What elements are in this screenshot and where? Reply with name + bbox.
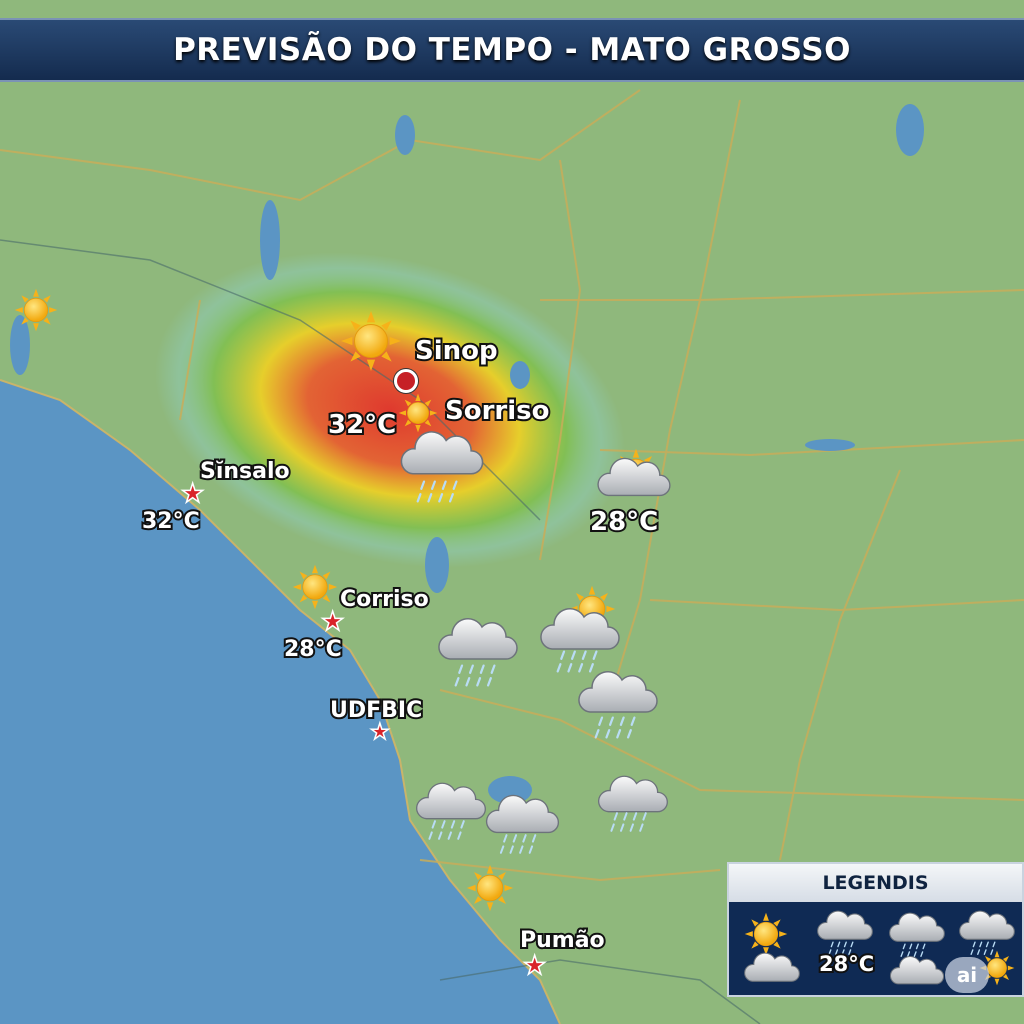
temp-sinsalo: 32°C: [140, 507, 202, 536]
rain-cloud-icon: [817, 910, 873, 940]
lakes: [10, 104, 924, 804]
cloud-icon: [744, 952, 800, 982]
ai-badge: ai: [945, 957, 989, 993]
city-label-udfbic: UDFBIC: [328, 696, 424, 725]
rain-icon: [900, 943, 926, 958]
temp-east: 28°C: [588, 505, 660, 539]
legend-temp: 28°C: [817, 950, 876, 978]
city-marker-corriso[interactable]: ★: [320, 607, 345, 637]
legend-title: LEGENDIS: [822, 872, 929, 894]
city-label-sinsalo: Sĭnsalo: [198, 457, 292, 486]
temp-corriso: 28°C: [282, 635, 344, 664]
city-label-sinop: Sinop: [413, 334, 500, 368]
rain-icon: [970, 941, 996, 956]
cloud-icon: [889, 956, 945, 985]
sea: [0, 380, 560, 1024]
city-marker-udfbic[interactable]: ★: [369, 719, 390, 746]
title-bar: PREVISÃO DO TEMPO - MATO GROSSO: [0, 18, 1024, 82]
city-label-sorriso: Sorriso: [443, 394, 552, 428]
page-title: PREVISÃO DO TEMPO - MATO GROSSO: [173, 32, 851, 68]
heat-zone: [154, 252, 626, 568]
sun-icon: [744, 912, 788, 956]
city-marker-sinop[interactable]: [394, 369, 418, 393]
state-borders: [0, 89, 1024, 882]
city-label-corriso: Corriso: [338, 585, 431, 614]
rain-cloud-icon: [959, 910, 1015, 940]
city-marker-pumao[interactable]: ★: [522, 951, 547, 981]
city-label-pumao: Pumão: [518, 926, 607, 955]
rain-cloud-icon: [889, 912, 945, 942]
city-marker-sinsalo[interactable]: ★: [180, 479, 205, 509]
temp-sorriso: 32°C: [326, 408, 398, 442]
